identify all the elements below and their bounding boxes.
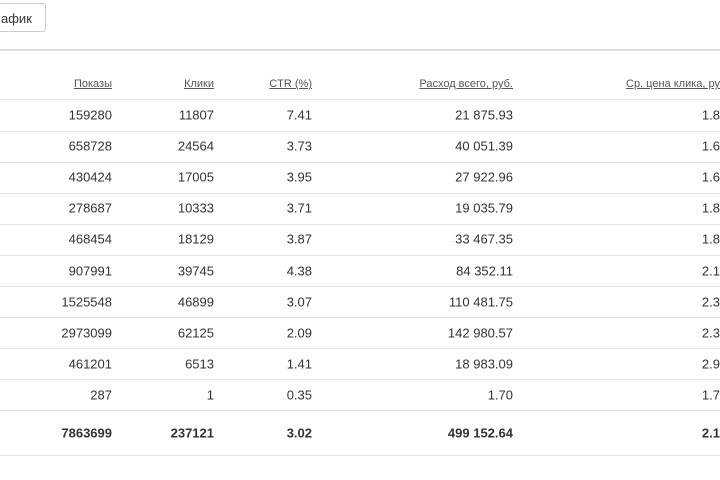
total-cell: 499 152.64	[447, 425, 513, 441]
table-cell: 33 467.35	[455, 231, 513, 247]
table-cell: 430424	[68, 169, 112, 185]
row-line	[0, 224, 720, 225]
table-cell: 3.87	[286, 231, 312, 247]
table-cell: 1.6	[701, 138, 720, 154]
table-cell: 18 983.09	[455, 356, 513, 372]
table-cell: 3.73	[286, 138, 312, 154]
row-line	[0, 162, 720, 163]
row-line	[0, 455, 720, 456]
table-cell: 10333	[177, 200, 214, 216]
table-cell: 4.38	[286, 263, 312, 278]
table-cell: 1.8	[701, 200, 720, 216]
table-cell: 3.07	[286, 294, 312, 310]
row-line	[0, 348, 720, 349]
table-cell: 278687	[68, 200, 112, 216]
row-line	[0, 131, 720, 132]
row-line	[0, 99, 720, 100]
table-cell: 3.71	[286, 200, 312, 216]
column-header[interactable]: Расход всего, руб.	[419, 78, 513, 90]
table-cell: 1.7	[701, 387, 720, 403]
table-cell: 461201	[68, 356, 112, 372]
table-cell: 658728	[68, 138, 112, 154]
table-cell: 907991	[68, 263, 112, 278]
table-cell: 2.3	[701, 325, 720, 341]
table-cell: 1.41	[286, 356, 312, 372]
table-cell: 39745	[177, 263, 214, 278]
table-cell: 142 980.57	[447, 325, 513, 341]
table-cell: 1.8	[701, 107, 720, 123]
table-cell: 46899	[177, 294, 214, 310]
table-cell: 1	[206, 387, 214, 403]
table-cell: 2.1	[701, 263, 720, 278]
table-cell: 2973099	[61, 325, 112, 341]
table-cell: 6513	[185, 356, 214, 372]
column-header[interactable]: Показы	[73, 78, 112, 90]
table-cell: 1525548	[61, 294, 112, 310]
table-cell: 468454	[68, 231, 112, 247]
divider	[0, 49, 720, 51]
row-line	[0, 286, 720, 287]
total-cell: 2.1	[701, 425, 720, 441]
row-line	[0, 317, 720, 318]
table-cell: 2.3	[701, 294, 720, 310]
table-cell: 18129	[177, 231, 214, 247]
table-cell: 3.95	[286, 169, 312, 185]
table-cell: 17005	[177, 169, 214, 185]
table-cell: 1.70	[487, 387, 513, 403]
table-cell: 2.9	[701, 356, 720, 372]
column-header[interactable]: CTR (%)	[269, 78, 312, 90]
table-cell: 27 922.96	[455, 169, 513, 185]
table-cell: 1.6	[701, 169, 720, 185]
table-cell: 19 035.79	[455, 200, 513, 216]
table-cell: 11807	[178, 107, 214, 123]
row-line	[0, 255, 720, 256]
table-cell: 0.35	[286, 387, 312, 403]
table-cell: 159280	[68, 107, 112, 123]
total-cell: 3.02	[286, 425, 312, 441]
row-line	[0, 193, 720, 194]
row-line	[0, 410, 720, 411]
table-cell: 287	[90, 387, 112, 403]
table-cell: 1.8	[701, 231, 720, 247]
row-line	[0, 379, 720, 380]
table-cell: 84 352.11	[456, 263, 513, 278]
chart-button[interactable]: афик	[0, 3, 46, 32]
table-cell: 110 481.75	[448, 294, 513, 310]
total-cell: 7863699	[61, 425, 112, 441]
table-cell: 24564	[177, 138, 214, 154]
total-cell: 237121	[170, 425, 214, 441]
column-header[interactable]: Ср. цена клика, ру	[626, 78, 720, 90]
column-header[interactable]: Клики	[184, 78, 214, 90]
table-cell: 40 051.39	[455, 138, 513, 154]
table-cell: 21 875.93	[455, 107, 513, 123]
table-cell: 62125	[177, 325, 214, 341]
table-cell: 7.41	[286, 107, 312, 123]
table-cell: 2.09	[286, 325, 312, 341]
